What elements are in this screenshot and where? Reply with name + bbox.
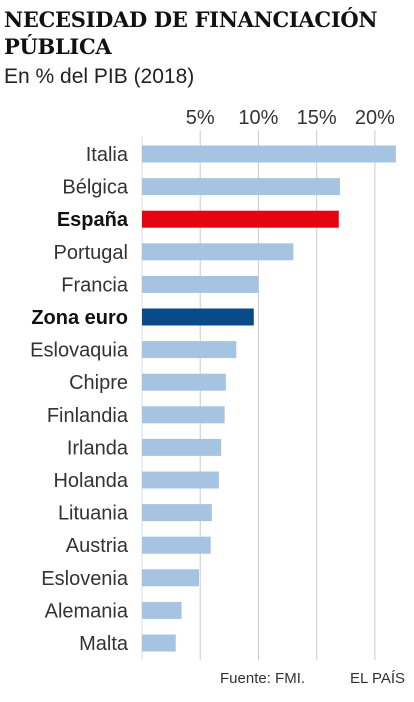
bar	[142, 275, 259, 293]
bar	[142, 145, 396, 163]
bar	[142, 406, 225, 424]
bar	[142, 210, 339, 228]
bar	[142, 178, 340, 196]
source-note: Fuente: FMI.	[220, 670, 306, 687]
bar	[142, 243, 294, 261]
bar	[142, 471, 219, 489]
bar	[142, 373, 226, 391]
bar	[142, 341, 237, 359]
category-label: Holanda	[53, 470, 128, 492]
bar	[142, 634, 176, 652]
x-tick-label: 10%	[238, 107, 278, 129]
chart-subtitle: En % del PIB (2018)	[4, 65, 195, 88]
category-label: Austria	[66, 535, 129, 557]
bar	[142, 308, 254, 326]
category-label: Finlandia	[47, 405, 129, 427]
x-tick-label: 5%	[186, 107, 215, 129]
category-label: Italia	[86, 144, 129, 166]
category-label: Malta	[79, 633, 129, 655]
bar	[142, 569, 200, 587]
bar	[142, 504, 212, 522]
category-label: Alemania	[45, 600, 129, 622]
bar	[142, 438, 222, 456]
category-label: España	[57, 209, 129, 231]
brand-label: EL PAÍS	[350, 670, 406, 687]
x-tick-label: 15%	[297, 107, 337, 129]
category-label: Chipre	[69, 372, 128, 394]
bar	[142, 601, 182, 619]
category-label: Francia	[61, 274, 129, 296]
category-label: Eslovenia	[41, 568, 129, 590]
category-label: Eslovaquia	[30, 340, 129, 362]
category-label: Lituania	[58, 503, 129, 525]
chart-title: NECESIDAD DE FINANCIACIÓN PÚBLICA	[4, 7, 378, 59]
x-tick-label: 20%	[355, 107, 395, 129]
category-label: Bélgica	[62, 177, 128, 199]
category-label: Portugal	[54, 242, 129, 264]
category-label: Zona euro	[31, 307, 128, 329]
category-label: Irlanda	[67, 437, 129, 459]
bar	[142, 536, 211, 554]
